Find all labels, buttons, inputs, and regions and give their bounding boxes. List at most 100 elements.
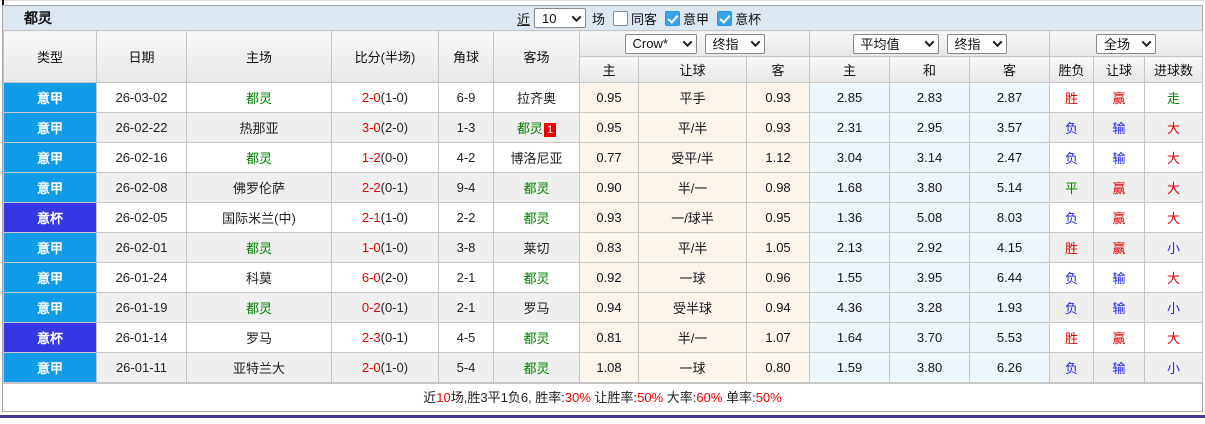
odds-time-select-1[interactable]: 终指 bbox=[704, 33, 765, 54]
average-select[interactable]: 平均值 bbox=[852, 33, 939, 54]
handicap-result-cell: 输 bbox=[1093, 292, 1146, 323]
goals-result-cell: 大 bbox=[1144, 202, 1204, 233]
chevron-down-icon bbox=[924, 37, 934, 48]
avg-draw-odds: 2.83 bbox=[889, 82, 971, 113]
match-score: 0-2(0-1) bbox=[331, 292, 439, 323]
match-date: 26-01-14 bbox=[96, 322, 187, 353]
home-team[interactable]: 亚特兰大 bbox=[232, 361, 285, 376]
crow-handicap: 受半球 bbox=[638, 292, 747, 323]
corner-score: 4-2 bbox=[438, 142, 494, 173]
corner-score: 1-3 bbox=[438, 112, 494, 143]
summary-segment: 场,胜3平1负6, 胜率: bbox=[450, 390, 565, 405]
home-team[interactable]: 都灵 bbox=[245, 151, 272, 166]
coppa-italia-label[interactable]: 意杯 bbox=[735, 11, 762, 27]
home-team[interactable]: 国际米兰(中) bbox=[222, 211, 296, 226]
corner-score: 4-5 bbox=[438, 322, 494, 353]
left-edge-tick bbox=[2, 0, 4, 6]
result-cell: 平 bbox=[1049, 172, 1095, 203]
table-row: 意甲 26-01-11 亚特兰大 2-0(1-0) 5-4 都灵 1.08 一球 0.80 1.5… bbox=[3, 352, 1204, 383]
crow-away-odds: 0.96 bbox=[745, 262, 811, 293]
serie-a-checkbox[interactable] bbox=[665, 10, 681, 26]
away-team[interactable]: 都灵 bbox=[516, 121, 543, 136]
away-team[interactable]: 拉齐奥 bbox=[516, 91, 556, 106]
half-score: (0-0) bbox=[380, 150, 409, 165]
home-team[interactable]: 佛罗伦萨 bbox=[232, 181, 285, 196]
coppa-italia-checkbox[interactable] bbox=[717, 10, 733, 26]
crow-home-odds: 0.93 bbox=[579, 202, 639, 233]
goals-result-cell: 小 bbox=[1144, 292, 1204, 323]
away-team-cell: 博洛尼亚 bbox=[493, 142, 580, 173]
crow-away-odds: 0.93 bbox=[745, 82, 811, 113]
away-team[interactable]: 都灵 bbox=[523, 211, 550, 226]
avg-draw-odds: 5.08 bbox=[889, 202, 971, 233]
away-team-cell: 都灵 bbox=[493, 262, 580, 293]
odds-time-select-2[interactable]: 终指 bbox=[946, 33, 1007, 54]
goals-result-cell: 走 bbox=[1144, 82, 1204, 113]
crow-handicap: 一球 bbox=[638, 262, 747, 293]
chevron-down-icon bbox=[571, 11, 582, 22]
match-score: 1-0(1-0) bbox=[331, 232, 439, 263]
match-score: 2-3(0-1) bbox=[331, 322, 439, 353]
league-badge: 意杯 bbox=[3, 322, 97, 353]
league-badge: 意甲 bbox=[3, 292, 97, 323]
half-score: (1-0) bbox=[380, 90, 409, 105]
near-link[interactable]: 近 bbox=[517, 11, 531, 27]
col-crow-home: 主 bbox=[579, 56, 639, 83]
crow-away-odds: 0.95 bbox=[745, 202, 811, 233]
match-date: 26-02-16 bbox=[96, 142, 187, 173]
match-date: 26-02-05 bbox=[96, 202, 187, 233]
away-team[interactable]: 都灵 bbox=[523, 331, 550, 346]
avg-draw-odds: 2.92 bbox=[889, 232, 971, 263]
full-score: 2-1 bbox=[361, 210, 381, 225]
home-team[interactable]: 都灵 bbox=[245, 241, 272, 256]
same-away-checkbox[interactable] bbox=[613, 10, 629, 26]
stats-panel: 都灵 近 10 场 同客 意甲 意杯 类型 日期 主场 bbox=[2, 5, 1204, 412]
away-team[interactable]: 罗马 bbox=[523, 301, 550, 316]
avg-home-odds: 1.59 bbox=[809, 352, 891, 383]
home-team[interactable]: 都灵 bbox=[245, 91, 272, 106]
home-team[interactable]: 热那亚 bbox=[239, 121, 279, 136]
home-team-cell: 都灵 bbox=[186, 292, 332, 323]
avg-draw-odds: 3.80 bbox=[889, 352, 971, 383]
serie-a-label[interactable]: 意甲 bbox=[683, 11, 710, 27]
avg-home-odds: 1.36 bbox=[809, 202, 891, 233]
chevron-down-icon bbox=[750, 37, 760, 48]
home-team-cell: 罗马 bbox=[186, 322, 332, 353]
home-team-cell: 都灵 bbox=[186, 82, 332, 113]
col-crow-away: 客 bbox=[745, 56, 811, 83]
away-team-cell: 都灵 1 bbox=[493, 112, 580, 143]
away-team[interactable]: 都灵 bbox=[523, 181, 550, 196]
handicap-result-cell: 输 bbox=[1093, 112, 1146, 143]
half-score: (2-0) bbox=[380, 270, 409, 285]
result-group: 全场 bbox=[1049, 30, 1204, 57]
handicap-result-cell: 输 bbox=[1093, 352, 1146, 383]
matches-count-select[interactable]: 10 bbox=[534, 8, 587, 28]
home-team[interactable]: 都灵 bbox=[245, 301, 272, 316]
away-team[interactable]: 莱切 bbox=[523, 241, 550, 256]
chevron-down-icon bbox=[682, 37, 692, 48]
result-cell: 负 bbox=[1049, 142, 1095, 173]
away-team[interactable]: 都灵 bbox=[523, 271, 550, 286]
avg-away-odds: 6.26 bbox=[969, 352, 1051, 383]
crow-home-odds: 0.77 bbox=[579, 142, 639, 173]
chevron-down-icon bbox=[992, 37, 1002, 48]
same-away-label[interactable]: 同客 bbox=[631, 11, 658, 27]
table-header: 类型 日期 主场 比分(半场) 角球 客场 Crow* 终指 bbox=[3, 30, 1204, 83]
home-team[interactable]: 罗马 bbox=[245, 331, 272, 346]
match-date: 26-01-11 bbox=[96, 352, 187, 383]
home-team[interactable]: 科莫 bbox=[245, 271, 272, 286]
crow-home-odds: 0.92 bbox=[579, 262, 639, 293]
full-score: 6-0 bbox=[361, 270, 381, 285]
away-team[interactable]: 都灵 bbox=[523, 361, 550, 376]
handicap-result-cell: 赢 bbox=[1093, 202, 1146, 233]
scope-select[interactable]: 全场 bbox=[1096, 33, 1157, 54]
crow-away-odds: 0.94 bbox=[745, 292, 811, 323]
odds-company-select[interactable]: Crow* bbox=[624, 33, 697, 54]
away-team[interactable]: 博洛尼亚 bbox=[510, 151, 563, 166]
away-team-cell: 罗马 bbox=[493, 292, 580, 323]
col-home: 主场 bbox=[186, 30, 332, 83]
crow-handicap: 平/半 bbox=[638, 112, 747, 143]
avg-draw-odds: 3.80 bbox=[889, 172, 971, 203]
corner-score: 3-8 bbox=[438, 232, 494, 263]
bottom-accent-line bbox=[0, 415, 1205, 418]
